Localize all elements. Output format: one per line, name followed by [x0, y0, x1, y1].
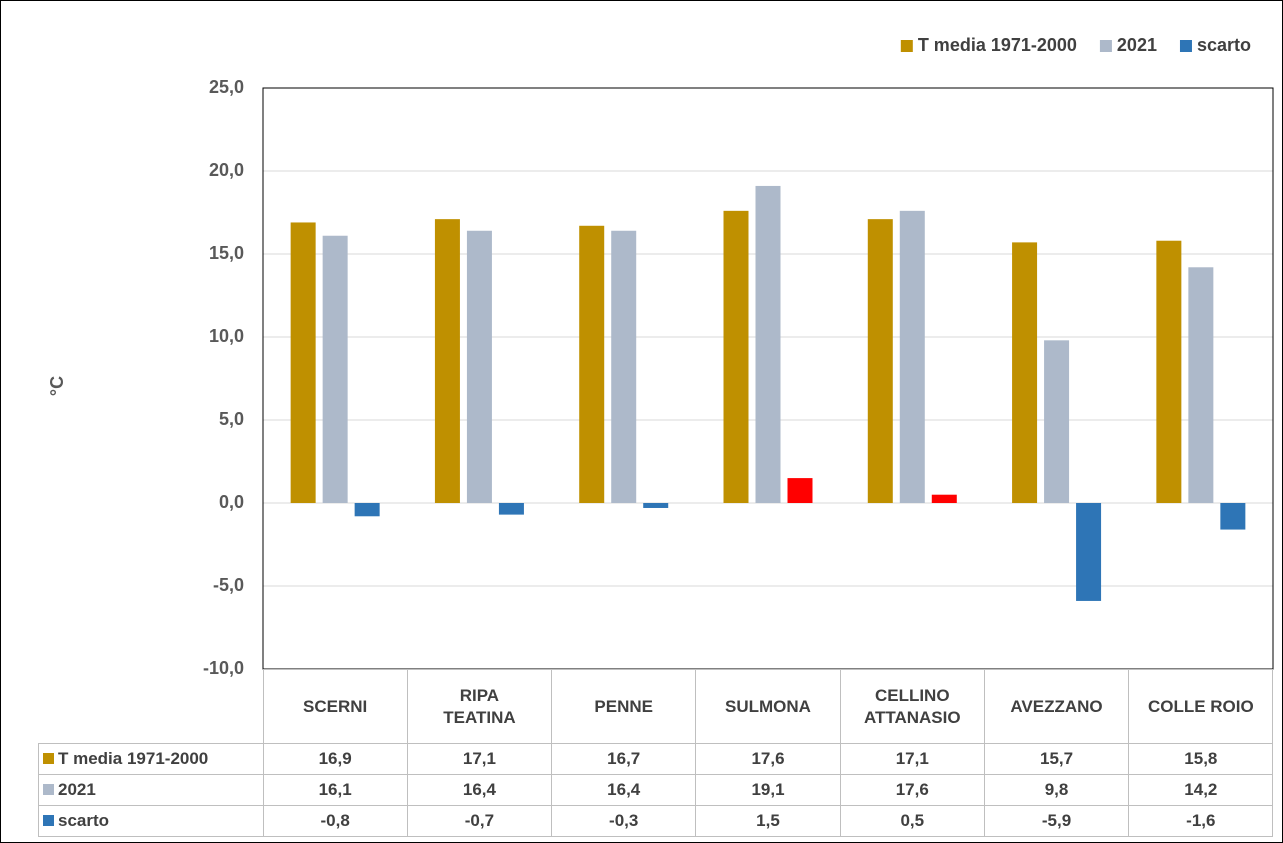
table-header-cell: COLLE ROIO [1128, 669, 1274, 744]
y-axis-label: °C [47, 376, 67, 396]
table-value: 16,9 [262, 743, 408, 775]
legend-key [43, 784, 54, 795]
legend-key [900, 40, 913, 52]
table-value: 17,6 [839, 774, 985, 806]
bar [1156, 240, 1182, 503]
table-header-cell: SCERNI [262, 669, 408, 744]
bar [579, 225, 605, 503]
table-value: 17,1 [406, 743, 553, 775]
category-label: AVEZZANO [1010, 696, 1103, 716]
table-row: scarto -0,8 -0,7 -0,3 1,5 0,5 -5,9 -1,6 [38, 805, 1274, 837]
table-value: 16,4 [406, 774, 553, 806]
y-tick-label: 25,0 [209, 77, 244, 97]
category-label: COLLE ROIO [1147, 696, 1254, 716]
bar [434, 219, 460, 503]
bar [755, 185, 781, 503]
legend-label: T media 1971-2000 [918, 35, 1077, 55]
table-header-cell: SULMONA [695, 669, 841, 744]
bar [723, 210, 749, 503]
bar [322, 235, 348, 504]
legend-key [43, 815, 54, 826]
series-name: scarto [58, 811, 110, 830]
table-header-cell: CELLINO ATTANASIO [839, 669, 985, 744]
bar [787, 478, 813, 503]
table-header-row: SCERNI RIPA TEATINA PENNE SULMONA CELLINO AT… [38, 669, 1274, 744]
table-value: 14,2 [1128, 774, 1274, 806]
bar [498, 503, 524, 515]
table-value: -1,6 [1128, 805, 1274, 837]
table-header-cell: RIPA TEATINA [406, 669, 553, 744]
table-value: 15,7 [983, 743, 1130, 775]
series-name: 2021 [58, 780, 96, 799]
bar [867, 219, 893, 503]
table-row-header: T media 1971-2000 [38, 743, 264, 775]
data-table: SCERNI RIPA TEATINA PENNE SULMONA CELLINO AT… [38, 669, 1274, 837]
y-tick-label: 0,0 [219, 492, 244, 512]
legend-key [1179, 40, 1192, 52]
y-tick-label: 5,0 [219, 409, 244, 429]
table-value: -0,3 [551, 805, 697, 837]
bar [1220, 503, 1246, 530]
table-value: -0,8 [262, 805, 408, 837]
y-tick-label: 15,0 [209, 243, 244, 263]
table-value: -5,9 [983, 805, 1130, 837]
bar [899, 210, 925, 503]
table-value: 1,5 [695, 805, 841, 837]
table-value: 16,1 [262, 774, 408, 806]
bar [1076, 503, 1102, 601]
legend-label: scarto [1197, 35, 1251, 55]
category-label: RIPA TEATINA [443, 685, 516, 727]
table-header-cell: PENNE [551, 669, 697, 744]
bar [611, 230, 637, 503]
table-row-header: scarto [38, 805, 264, 837]
series-name: T media 1971-2000 [58, 749, 209, 768]
bar [643, 503, 669, 508]
table-value: 16,7 [551, 743, 697, 775]
table-value: 15,8 [1128, 743, 1274, 775]
legend-label: 2021 [1117, 35, 1157, 55]
table-header-cell: AVEZZANO [983, 669, 1130, 744]
bar [1044, 340, 1070, 503]
table-value: -0,7 [406, 805, 553, 837]
bar [1188, 267, 1214, 503]
table-value: 16,4 [551, 774, 697, 806]
table-value: 19,1 [695, 774, 841, 806]
category-label: CELLINO ATTANASIO [863, 685, 961, 727]
category-label: SCERNI [303, 696, 368, 716]
table-row: T media 1971-2000 16,9 17,1 16,7 17,6 17,1 15,… [38, 743, 1274, 775]
legend: scarto 2021 T media 1971-2000 [900, 35, 1251, 55]
bar [931, 494, 957, 503]
legend-key [1099, 40, 1112, 52]
table-row: 2021 16,1 16,4 16,4 19,1 17,6 9,8 14,2 [38, 774, 1274, 806]
y-tick-label: -5,0 [213, 575, 244, 595]
table-corner [38, 669, 264, 744]
category-label: PENNE [594, 696, 653, 716]
bar [1012, 242, 1038, 503]
bar [354, 503, 380, 517]
legend-key [43, 753, 54, 764]
category-label: SULMONA [725, 696, 811, 716]
table-row-header: 2021 [38, 774, 264, 806]
table-value: 0,5 [839, 805, 985, 837]
table-value: 9,8 [983, 774, 1130, 806]
y-tick-label: 10,0 [209, 326, 244, 346]
y-tick-label: 20,0 [209, 160, 244, 180]
table-value: 17,1 [839, 743, 985, 775]
table-value: 17,6 [695, 743, 841, 775]
bar [466, 230, 492, 503]
bar [290, 222, 316, 503]
